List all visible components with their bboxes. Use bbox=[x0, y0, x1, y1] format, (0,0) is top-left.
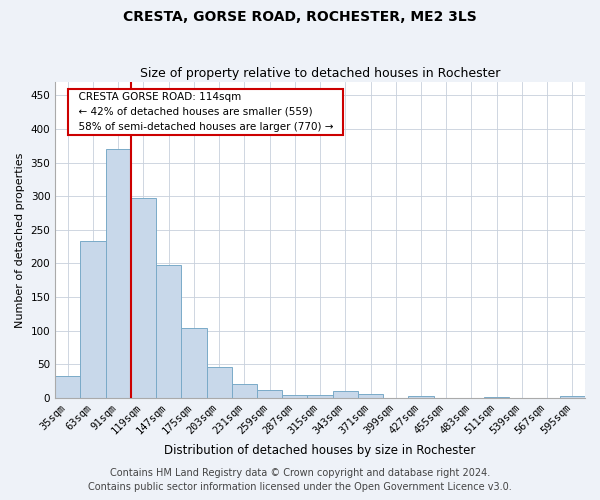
Bar bbox=[332, 391, 358, 398]
Y-axis label: Number of detached properties: Number of detached properties bbox=[15, 152, 25, 328]
Title: Size of property relative to detached houses in Rochester: Size of property relative to detached ho… bbox=[140, 66, 500, 80]
Bar bbox=[307, 395, 332, 398]
Bar bbox=[206, 367, 232, 398]
Bar bbox=[232, 384, 257, 398]
Bar bbox=[560, 396, 585, 398]
Bar bbox=[80, 240, 106, 398]
Bar bbox=[106, 149, 131, 398]
Bar bbox=[181, 328, 206, 398]
Bar bbox=[484, 397, 509, 398]
Bar bbox=[55, 376, 80, 398]
X-axis label: Distribution of detached houses by size in Rochester: Distribution of detached houses by size … bbox=[164, 444, 476, 458]
Bar bbox=[358, 394, 383, 398]
Text: Contains HM Land Registry data © Crown copyright and database right 2024.
Contai: Contains HM Land Registry data © Crown c… bbox=[88, 468, 512, 492]
Text: CRESTA, GORSE ROAD, ROCHESTER, ME2 3LS: CRESTA, GORSE ROAD, ROCHESTER, ME2 3LS bbox=[123, 10, 477, 24]
Bar bbox=[282, 395, 307, 398]
Bar bbox=[257, 390, 282, 398]
Text: CRESTA GORSE ROAD: 114sqm  
  ← 42% of detached houses are smaller (559)  
  58%: CRESTA GORSE ROAD: 114sqm ← 42% of detac… bbox=[71, 92, 340, 132]
Bar bbox=[131, 198, 156, 398]
Bar bbox=[156, 266, 181, 398]
Bar bbox=[409, 396, 434, 398]
